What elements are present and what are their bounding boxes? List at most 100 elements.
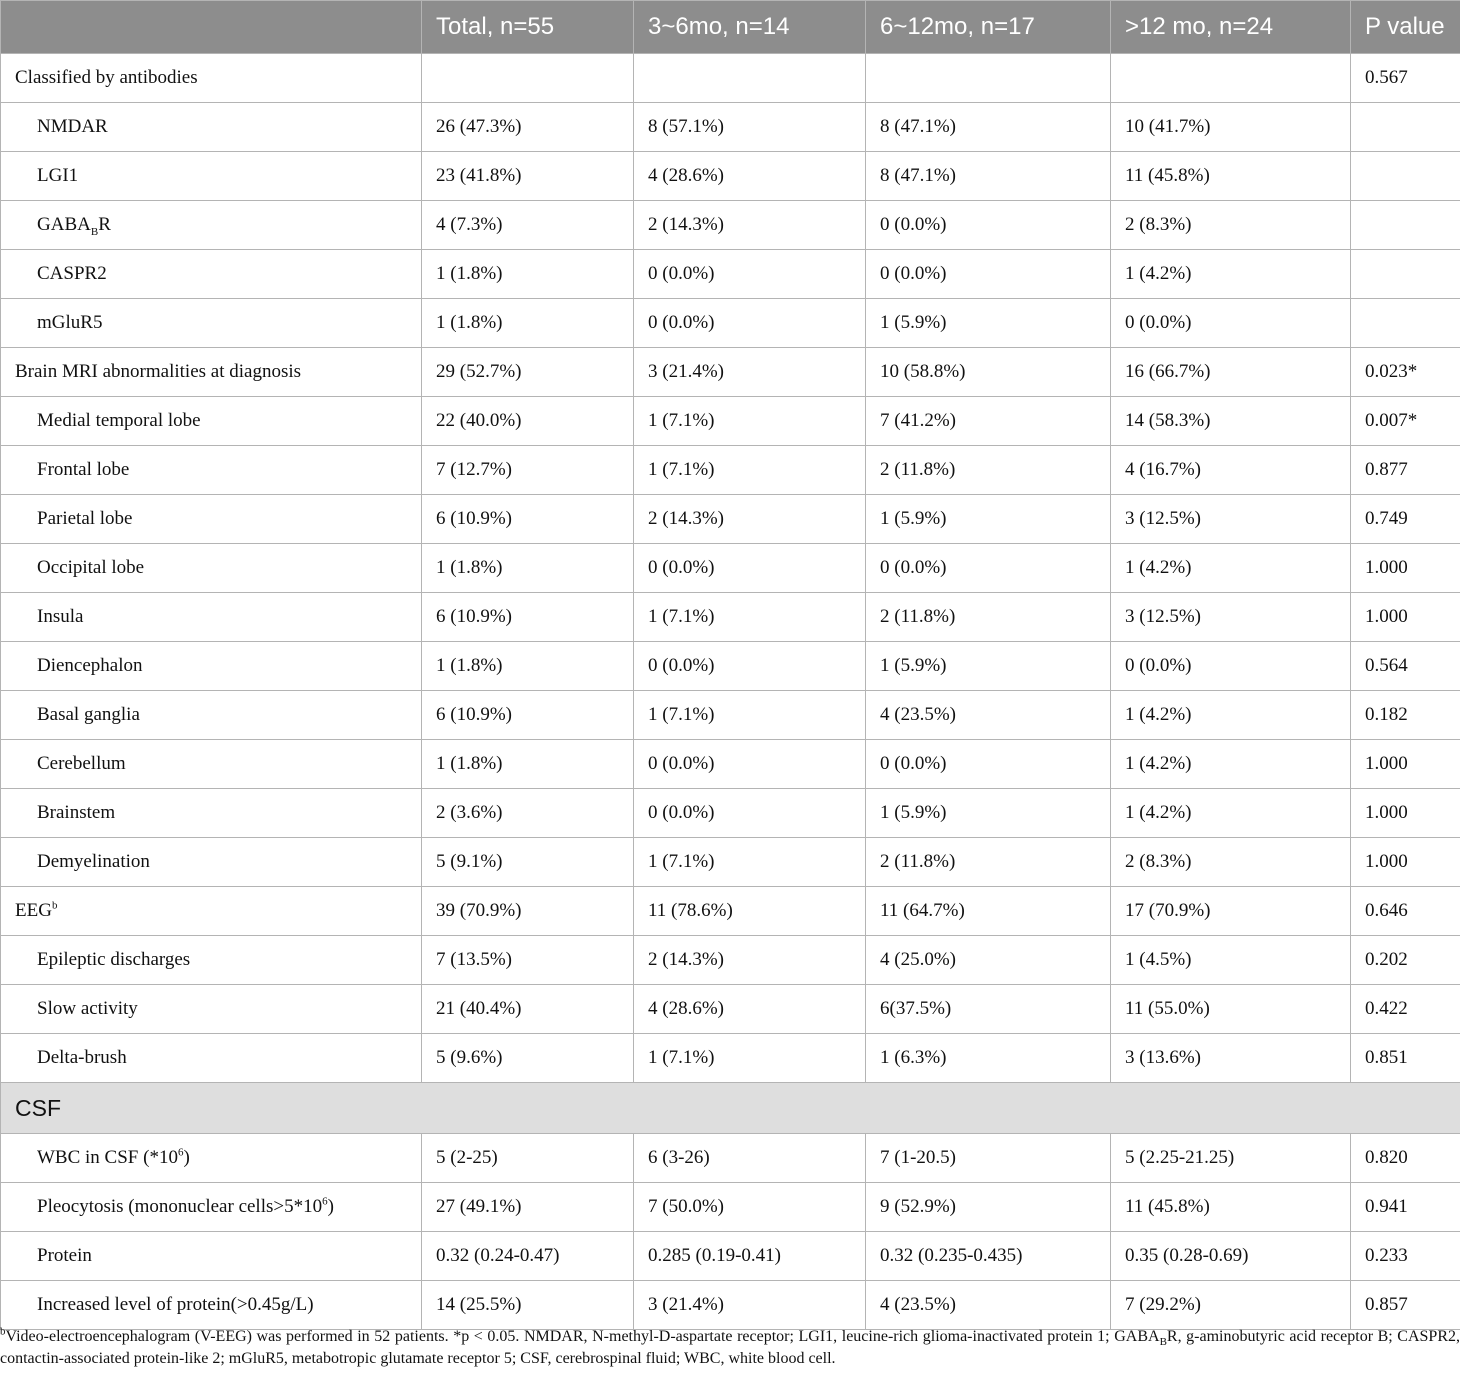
cell-total: 1 (1.8%): [421, 641, 634, 691]
cell-total: 23 (41.8%): [421, 151, 634, 201]
cell-total: 26 (47.3%): [421, 102, 634, 152]
cell-6-12mo: 10 (58.8%): [865, 347, 1111, 397]
cell-p-value: 1.000: [1350, 592, 1460, 642]
table-row: Insula 6 (10.9%) 1 (7.1%) 2 (11.8%) 3 (12.5%…: [0, 592, 1460, 642]
cell-total: 1 (1.8%): [421, 739, 634, 789]
cell-total: 1 (1.8%): [421, 543, 634, 593]
row-label: Delta-brush: [0, 1033, 422, 1083]
footnote-marker: b: [0, 1325, 6, 1338]
row-label-superscript: 6: [322, 1195, 328, 1208]
cell-p-value: [1350, 249, 1460, 299]
table-row: Demyelination 5 (9.1%) 1 (7.1%) 2 (11.8%) 2 …: [0, 837, 1460, 887]
cell-total: 1 (1.8%): [421, 249, 634, 299]
cell-total: [421, 53, 634, 103]
row-label-text: Frontal lobe: [37, 459, 130, 480]
row-label: Insula: [0, 592, 422, 642]
cell-total: 4 (7.3%): [421, 200, 634, 250]
cell-total: 0.32 (0.24-0.47): [421, 1231, 634, 1281]
cell-3-6mo: 0 (0.0%): [633, 249, 866, 299]
cell-6-12mo: 7 (41.2%): [865, 396, 1111, 446]
cell-3-6mo: 1 (7.1%): [633, 1033, 866, 1083]
row-label: Slow activity: [0, 984, 422, 1034]
table-row: Classified by antibodies 0.567: [0, 53, 1460, 103]
row-label: Cerebellum: [0, 739, 422, 789]
cell-p-value: 1.000: [1350, 543, 1460, 593]
table-row: Delta-brush 5 (9.6%) 1 (7.1%) 1 (6.3%) 3 (13…: [0, 1033, 1460, 1083]
row-label-text: Diencephalon: [37, 655, 143, 676]
row-label-text: Increased level of protein(>0.45g/L): [37, 1294, 314, 1315]
cell-3-6mo: 0 (0.0%): [633, 788, 866, 838]
table-row: GABABR 4 (7.3%) 2 (14.3%) 0 (0.0%) 2 (8.3%): [0, 200, 1460, 250]
cell-p-value: 0.820: [1350, 1133, 1460, 1183]
cell-total: 5 (9.6%): [421, 1033, 634, 1083]
row-label-text: Brainstem: [37, 802, 116, 823]
row-label-suffix: R: [98, 214, 111, 235]
table-row: mGluR5 1 (1.8%) 0 (0.0%) 1 (5.9%) 0 (0.0%): [0, 298, 1460, 348]
row-label-text: Delta-brush: [37, 1047, 127, 1068]
row-label: EEGb: [0, 886, 422, 936]
cell-6-12mo: 1 (6.3%): [865, 1033, 1111, 1083]
table-row: Frontal lobe 7 (12.7%) 1 (7.1%) 2 (11.8%) 4 …: [0, 445, 1460, 495]
cell-total: 7 (13.5%): [421, 935, 634, 985]
row-label-text: Brain MRI abnormalities at diagnosis: [15, 361, 302, 382]
cell-over-12mo: 10 (41.7%): [1110, 102, 1351, 152]
cell-6-12mo: 8 (47.1%): [865, 151, 1111, 201]
row-label-text: Epileptic discharges: [37, 949, 191, 970]
cell-p-value: 0.857: [1350, 1280, 1460, 1330]
cell-total: 2 (3.6%): [421, 788, 634, 838]
section-row: CSF: [0, 1082, 1460, 1134]
row-label-text: Classified by antibodies: [15, 67, 198, 88]
row-label: WBC in CSF (*106): [0, 1133, 422, 1183]
table-row: Protein 0.32 (0.24-0.47) 0.285 (0.19-0.41)…: [0, 1231, 1460, 1281]
footnote-text-part1: Video-electroencephalogram (V-EEG) was p…: [5, 1328, 1160, 1345]
cell-p-value: 0.877: [1350, 445, 1460, 495]
row-label-superscript: 6: [177, 1146, 184, 1159]
table-row: Diencephalon 1 (1.8%) 0 (0.0%) 1 (5.9%) 0 (0…: [0, 641, 1460, 691]
cell-6-12mo: 1 (5.9%): [865, 641, 1111, 691]
row-label-text: Occipital lobe: [37, 557, 145, 578]
header-cell-3-6mo: 3~6mo, n=14: [633, 0, 866, 54]
cell-over-12mo: 7 (29.2%): [1110, 1280, 1351, 1330]
cell-over-12mo: 16 (66.7%): [1110, 347, 1351, 397]
cell-6-12mo: [865, 53, 1111, 103]
row-label: Diencephalon: [0, 641, 422, 691]
row-label-text: Slow activity: [37, 998, 138, 1019]
table-row: Basal ganglia 6 (10.9%) 1 (7.1%) 4 (23.5%) 1…: [0, 690, 1460, 740]
cell-over-12mo: 0 (0.0%): [1110, 641, 1351, 691]
cell-over-12mo: 14 (58.3%): [1110, 396, 1351, 446]
header-cell-6-12mo: 6~12mo, n=17: [865, 0, 1111, 54]
row-label: Brain MRI abnormalities at diagnosis: [0, 347, 422, 397]
footnote-subscript: B: [1159, 1336, 1167, 1349]
table-row: NMDAR 26 (47.3%) 8 (57.1%) 8 (47.1%) 10 (41.…: [0, 102, 1460, 152]
results-table: Total, n=55 3~6mo, n=14 6~12mo, n=17 >12…: [0, 0, 1460, 1330]
table-row: Parietal lobe 6 (10.9%) 2 (14.3%) 1 (5.9%) 3…: [0, 494, 1460, 544]
cell-6-12mo: 4 (23.5%): [865, 1280, 1111, 1330]
cell-over-12mo: 0 (0.0%): [1110, 298, 1351, 348]
row-label-text: NMDAR: [37, 116, 108, 137]
cell-6-12mo: 2 (11.8%): [865, 445, 1111, 495]
cell-total: 6 (10.9%): [421, 592, 634, 642]
cell-total: 14 (25.5%): [421, 1280, 634, 1330]
row-label-text: CASPR2: [37, 263, 107, 284]
row-label: Protein: [0, 1231, 422, 1281]
cell-over-12mo: 5 (2.25-21.25): [1110, 1133, 1351, 1183]
cell-6-12mo: 2 (11.8%): [865, 592, 1111, 642]
row-label-text: EEG: [15, 900, 52, 921]
cell-6-12mo: 2 (11.8%): [865, 837, 1111, 887]
row-label: Frontal lobe: [0, 445, 422, 495]
table-row: Slow activity 21 (40.4%) 4 (28.6%) 6(37.5%)…: [0, 984, 1460, 1034]
table-row: Brainstem 2 (3.6%) 0 (0.0%) 1 (5.9%) 1 (4.2%…: [0, 788, 1460, 838]
row-label: Occipital lobe: [0, 543, 422, 593]
row-label-text: GABA: [37, 214, 91, 235]
cell-over-12mo: 0.35 (0.28-0.69): [1110, 1231, 1351, 1281]
cell-3-6mo: 1 (7.1%): [633, 445, 866, 495]
cell-p-value: 0.941: [1350, 1182, 1460, 1232]
cell-3-6mo: 4 (28.6%): [633, 151, 866, 201]
cell-p-value: 0.422: [1350, 984, 1460, 1034]
cell-over-12mo: 17 (70.9%): [1110, 886, 1351, 936]
row-label-text: Basal ganglia: [37, 704, 140, 725]
row-label: Epileptic discharges: [0, 935, 422, 985]
cell-3-6mo: 3 (21.4%): [633, 1280, 866, 1330]
row-label-text: Cerebellum: [37, 753, 126, 774]
